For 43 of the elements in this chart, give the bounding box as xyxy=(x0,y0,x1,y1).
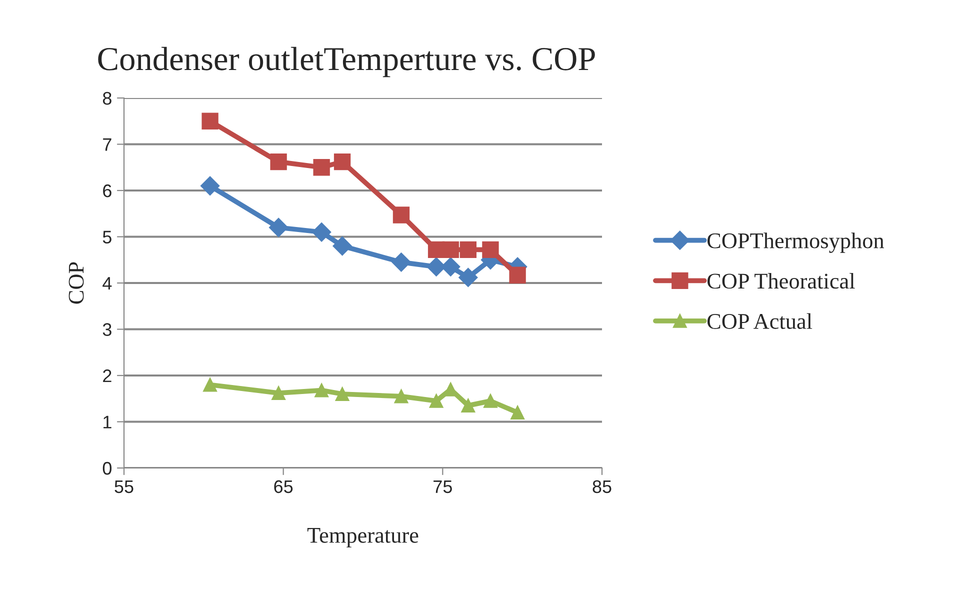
point xyxy=(392,206,410,224)
y-tick-label: 7 xyxy=(103,138,112,151)
point xyxy=(269,218,288,238)
y-tick-label: 8 xyxy=(102,92,112,105)
legend-label: COPThermosyphon xyxy=(707,232,884,253)
point xyxy=(334,153,351,170)
point xyxy=(270,153,287,170)
x-axis-title: Temperature xyxy=(307,528,418,548)
x-tick-label: 75 xyxy=(434,480,452,494)
y-tick-label: 3 xyxy=(102,323,112,336)
point xyxy=(202,112,218,130)
point xyxy=(332,236,352,256)
point xyxy=(460,241,476,258)
point xyxy=(394,389,408,404)
point xyxy=(314,383,329,398)
point xyxy=(429,394,444,408)
y-tick-label: 2 xyxy=(103,369,112,382)
point xyxy=(312,222,332,242)
y-tick-label: 1 xyxy=(104,416,112,428)
point xyxy=(484,394,498,408)
point xyxy=(510,406,524,420)
point xyxy=(313,159,330,176)
point xyxy=(392,252,411,272)
y-tick-label: 5 xyxy=(102,230,112,244)
point xyxy=(442,241,459,258)
y-axis-title: COP xyxy=(68,262,84,304)
x-tick-label: 55 xyxy=(114,480,134,494)
point xyxy=(272,386,286,400)
y-tick-label: 0 xyxy=(102,462,112,475)
point xyxy=(458,268,478,287)
legend-label: COP Theoratical xyxy=(707,273,855,289)
legend-label: COP Actual xyxy=(707,313,812,329)
point xyxy=(509,266,526,284)
y-tick-label: 6 xyxy=(103,184,112,198)
point xyxy=(203,378,217,392)
point xyxy=(461,398,476,413)
y-tick-label: 4 xyxy=(102,277,112,290)
point xyxy=(482,241,499,258)
x-tick-label: 65 xyxy=(274,480,293,494)
x-tick-label: 85 xyxy=(592,480,612,494)
chart-title: Condenser outletTemperture vs. COP xyxy=(98,46,595,78)
point xyxy=(200,176,220,196)
point xyxy=(335,387,350,401)
